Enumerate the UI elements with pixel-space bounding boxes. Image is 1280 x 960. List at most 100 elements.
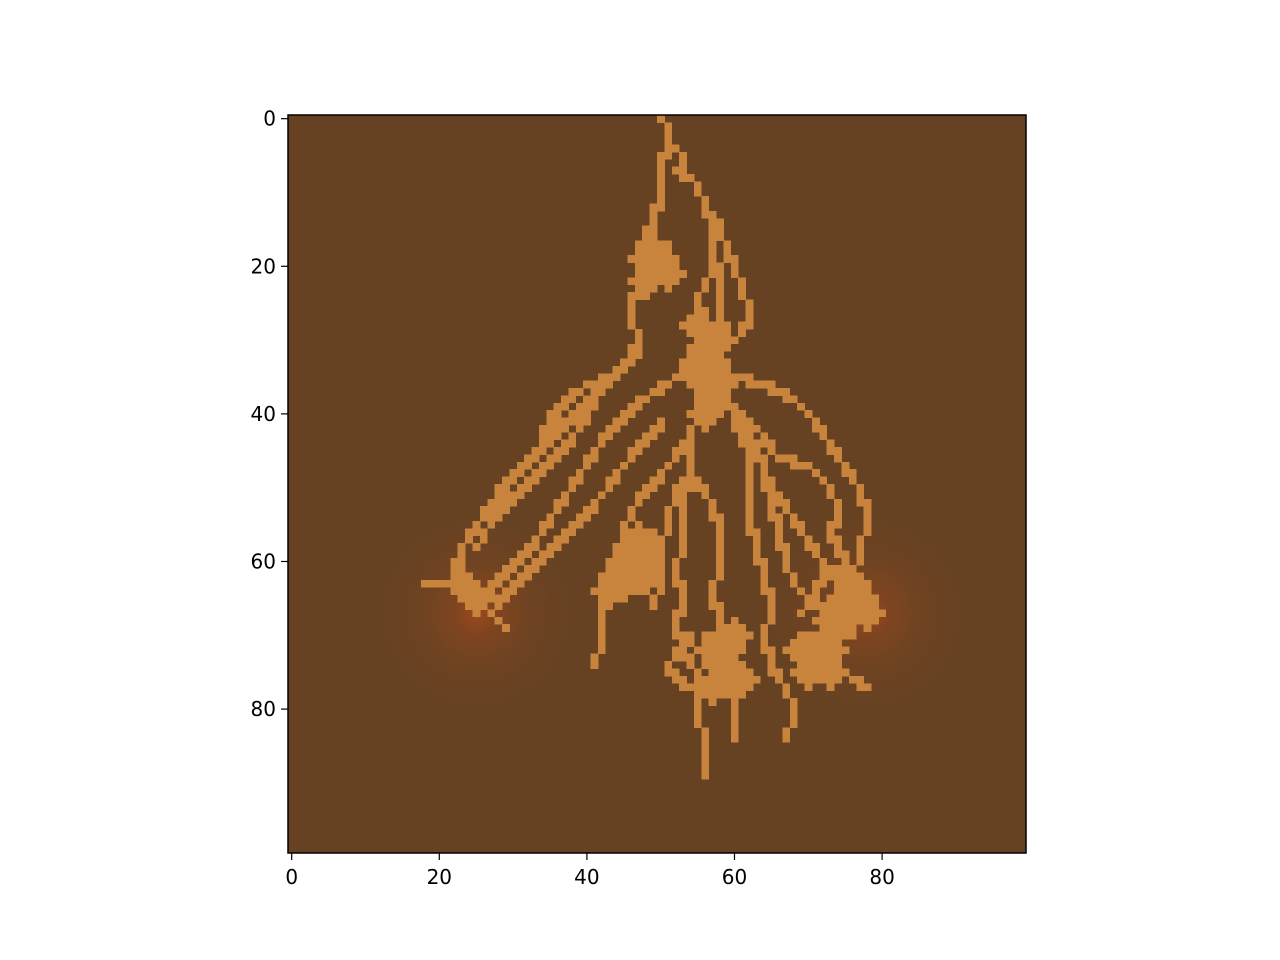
- pattern-cell: [730, 638, 739, 647]
- pattern-cell: [863, 506, 872, 514]
- pattern-cell: [664, 520, 673, 529]
- pattern-cell: [782, 557, 791, 566]
- pattern-cell: [671, 491, 680, 500]
- pattern-cell: [597, 609, 606, 618]
- pattern-cell: [546, 461, 555, 470]
- pattern-cell: [767, 506, 776, 514]
- pattern-cell: [693, 417, 702, 426]
- pattern-cell: [649, 255, 658, 263]
- pattern-cell: [863, 579, 872, 588]
- pattern-cell: [730, 373, 739, 382]
- pattern-cell: [642, 572, 651, 581]
- pattern-cell: [693, 646, 702, 655]
- pattern-cell: [760, 484, 769, 492]
- pattern-cell: [634, 329, 643, 337]
- pattern-cell: [871, 609, 879, 618]
- pattern-cell: [856, 616, 865, 625]
- pattern-cell: [797, 653, 805, 662]
- pattern-cell: [738, 329, 746, 337]
- pattern-cell: [701, 336, 710, 345]
- pattern-cell: [531, 447, 540, 455]
- pattern-cell: [834, 609, 842, 618]
- pattern-cell: [716, 365, 724, 374]
- pattern-cell: [804, 683, 813, 692]
- pattern-cell: [782, 388, 791, 396]
- pattern-cell: [524, 565, 532, 573]
- pattern-cell: [686, 631, 695, 640]
- pattern-cell: [620, 358, 628, 367]
- pattern-cell: [745, 454, 754, 463]
- pattern-cell: [716, 646, 724, 655]
- pattern-cell: [789, 572, 798, 581]
- pattern-cell: [509, 565, 518, 573]
- pattern-cell: [509, 491, 518, 500]
- pattern-cell: [679, 646, 687, 655]
- pattern-cell: [826, 572, 835, 581]
- pattern-cell: [671, 609, 680, 618]
- pattern-cell: [583, 380, 591, 389]
- pattern-cell: [612, 476, 621, 485]
- pattern-cell: [826, 675, 835, 684]
- pattern-cell: [664, 151, 673, 160]
- pattern-cell: [701, 683, 710, 692]
- pattern-cell: [479, 506, 488, 514]
- pattern-cell: [605, 602, 614, 610]
- pattern-cell: [797, 402, 805, 411]
- pattern-cell: [597, 616, 606, 625]
- pattern-cell: [716, 528, 724, 537]
- pattern-cell: [716, 329, 724, 337]
- pattern-cell: [856, 543, 865, 551]
- pattern-cell: [797, 646, 805, 655]
- pattern-cell: [679, 528, 687, 537]
- pattern-cell: [553, 498, 562, 507]
- pattern-cell: [856, 535, 865, 544]
- pattern-cell: [863, 594, 872, 603]
- pattern-cell: [745, 461, 754, 470]
- pattern-cell: [760, 461, 769, 470]
- pattern-cell: [730, 734, 739, 743]
- pattern-cell: [716, 218, 724, 227]
- pattern-cell: [686, 314, 695, 323]
- pattern-cell: [657, 587, 665, 596]
- pattern-cell: [834, 594, 842, 603]
- pattern-cell: [553, 447, 562, 455]
- pattern-cell: [575, 469, 584, 478]
- pattern-cell: [797, 609, 805, 618]
- pattern-cell: [620, 557, 628, 566]
- pattern-cell: [516, 484, 525, 492]
- pattern-cell: [834, 572, 842, 581]
- pattern-cell: [657, 247, 665, 256]
- pattern-cell: [686, 447, 695, 455]
- pattern-cell: [671, 653, 680, 662]
- pattern-cell: [716, 675, 724, 684]
- y-tick-label: 20: [251, 254, 276, 278]
- pattern-cell: [841, 579, 850, 588]
- pattern-cell: [657, 388, 665, 396]
- pattern-cell: [642, 579, 651, 588]
- y-tick-label: 40: [251, 402, 276, 426]
- pattern-cell: [538, 439, 547, 448]
- pattern-cell: [546, 550, 555, 559]
- pattern-cell: [752, 439, 761, 448]
- pattern-cell: [634, 255, 643, 263]
- pattern-cell: [657, 115, 665, 123]
- pattern-cell: [679, 587, 687, 596]
- pattern-cell: [457, 550, 466, 559]
- pattern-cell: [701, 373, 710, 382]
- pattern-cell: [782, 683, 791, 692]
- pattern-cell: [516, 491, 525, 500]
- pattern-cell: [597, 388, 606, 396]
- pattern-cell: [502, 565, 510, 573]
- pattern-cell: [730, 720, 739, 728]
- pattern-cell: [730, 624, 739, 632]
- pattern-cell: [465, 594, 473, 603]
- pattern-cell: [701, 417, 710, 426]
- pattern-cell: [730, 646, 739, 655]
- pattern-cell: [708, 343, 717, 352]
- pattern-cell: [701, 690, 710, 699]
- pattern-cell: [819, 668, 828, 677]
- pattern-cell: [657, 535, 665, 544]
- pattern-cell: [465, 587, 473, 596]
- pattern-cell: [620, 565, 628, 573]
- pattern-cell: [716, 550, 724, 559]
